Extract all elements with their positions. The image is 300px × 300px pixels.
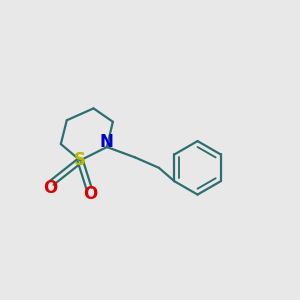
Text: O: O: [43, 179, 58, 197]
Text: N: N: [100, 133, 114, 151]
Text: O: O: [83, 185, 98, 203]
Text: S: S: [74, 152, 86, 169]
